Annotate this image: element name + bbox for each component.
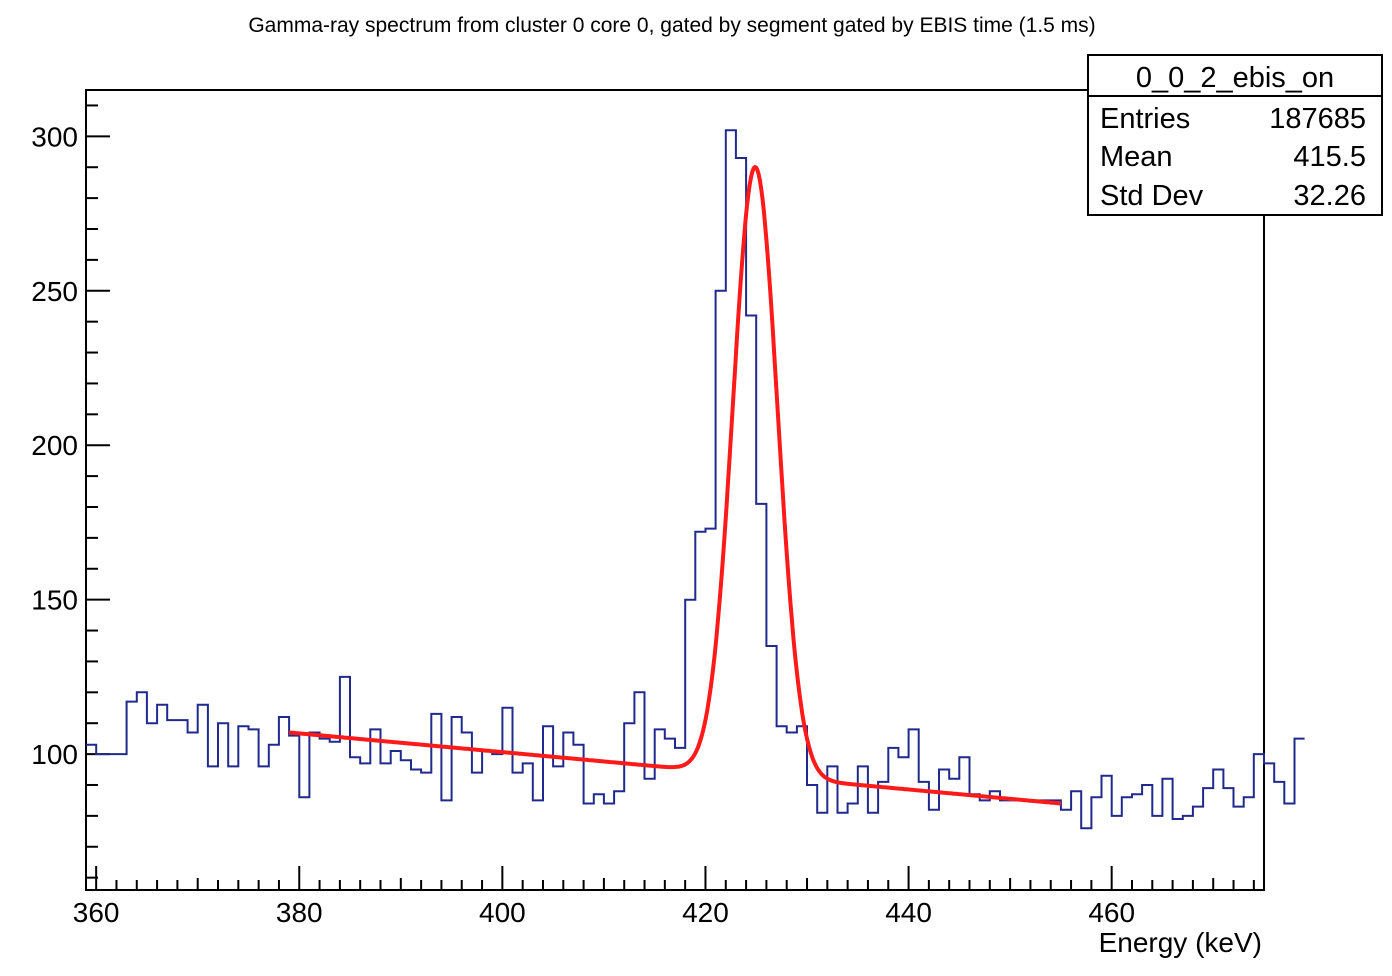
x-tick-label: 380: [276, 897, 323, 928]
stats-stddev-value: 32.26: [1293, 180, 1366, 212]
plot-area: [86, 129, 1305, 830]
y-tick-label: 250: [31, 276, 78, 307]
y-tick-label: 100: [31, 739, 78, 770]
stats-box: 0_0_2_ebis_on Entries 187685 Mean 415.5 …: [1087, 54, 1383, 216]
y-tick-label: 300: [31, 121, 78, 152]
stats-entries-value: 187685: [1269, 103, 1366, 135]
stats-box-name: 0_0_2_ebis_on: [1136, 62, 1334, 94]
histogram-series: [86, 129, 1305, 830]
x-tick-label: 460: [1088, 897, 1135, 928]
y-tick-label: 200: [31, 430, 78, 461]
stats-box-frame: [1087, 54, 1383, 216]
y-tick-label: 150: [31, 585, 78, 616]
x-tick-label: 420: [682, 897, 729, 928]
x-axis-title: Energy (keV): [1099, 927, 1262, 958]
stats-mean-label: Mean: [1100, 141, 1173, 173]
x-tick-label: 360: [73, 897, 120, 928]
x-tick-label: 400: [479, 897, 526, 928]
plot-frame: [85, 89, 1265, 891]
chart-title: Gamma-ray spectrum from cluster 0 core 0…: [248, 14, 1095, 37]
fit-curve: [288, 165, 1062, 806]
stats-entries-label: Entries: [1100, 103, 1190, 135]
x-tick-label: 440: [885, 897, 932, 928]
y-axis: 100 150 200 250 300: [31, 104, 110, 879]
x-axis: 360 380 400 420 440 460: [73, 866, 1255, 928]
stats-stddev-label: Std Dev: [1100, 180, 1204, 212]
stats-mean-value: 415.5: [1293, 141, 1366, 173]
